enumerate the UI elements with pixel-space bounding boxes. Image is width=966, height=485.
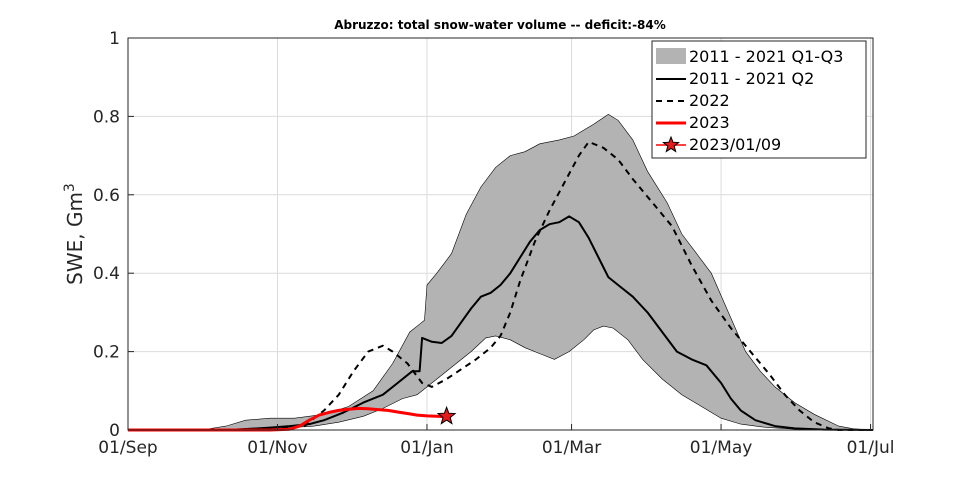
legend: 2011 - 2021 Q1-Q3 2011 - 2021 Q2 2022 20…: [651, 40, 867, 159]
y-tick-label: 0.2: [93, 343, 120, 363]
legend-box: [651, 40, 867, 159]
series-2023-line: [128, 406, 447, 432]
series-layer: [128, 140, 874, 432]
legend-label-band: 2011 - 2021 Q1-Q3: [689, 47, 843, 66]
marker-layer: [436, 405, 457, 425]
y-axis-label-superscript: 3: [62, 183, 78, 192]
y-axis-label-text: SWE, Gm: [63, 192, 87, 285]
legend-star-icon: [662, 135, 680, 153]
chart-title: Abruzzo: total snow-water volume -- defi…: [334, 18, 666, 32]
legend-label-2022: 2022: [689, 91, 730, 110]
plot-frame: [127, 37, 874, 431]
y-axis-label: SWE, Gm3: [62, 183, 87, 285]
x-axis: 01/Sep 01/Nov 01/Jan 01/Mar 01/May 01/Jul: [98, 424, 894, 458]
y-tick-label: 0: [109, 421, 120, 441]
quartile-band: [128, 114, 874, 431]
y-tick-label: 0.8: [93, 107, 120, 127]
y-axis: 0 0.2 0.4 0.6 0.8 1: [93, 29, 134, 441]
series-2022-line: [128, 140, 873, 431]
y-tick-label: 1: [109, 29, 120, 49]
band-layer: [128, 114, 874, 431]
y-tick-label: 0.6: [93, 186, 120, 206]
x-tick-label: 01/May: [690, 438, 753, 458]
legend-swatch-band: [656, 48, 686, 64]
x-tick-label: 01/Jul: [847, 438, 895, 458]
series-q2-line: [128, 215, 874, 431]
legend-label-marker: 2023/01/09: [689, 135, 781, 154]
x-tick-label: 01/Mar: [542, 438, 601, 458]
x-tick-label: 01/Jan: [400, 438, 454, 458]
y-tick-label: 0.4: [93, 264, 120, 284]
legend-label-2023: 2023: [689, 113, 730, 132]
legend-label-q2: 2011 - 2021 Q2: [689, 69, 814, 88]
marker-star-icon: [436, 405, 457, 425]
x-tick-label: 01/Nov: [247, 438, 308, 458]
x-tick-label: 01/Sep: [98, 438, 157, 458]
